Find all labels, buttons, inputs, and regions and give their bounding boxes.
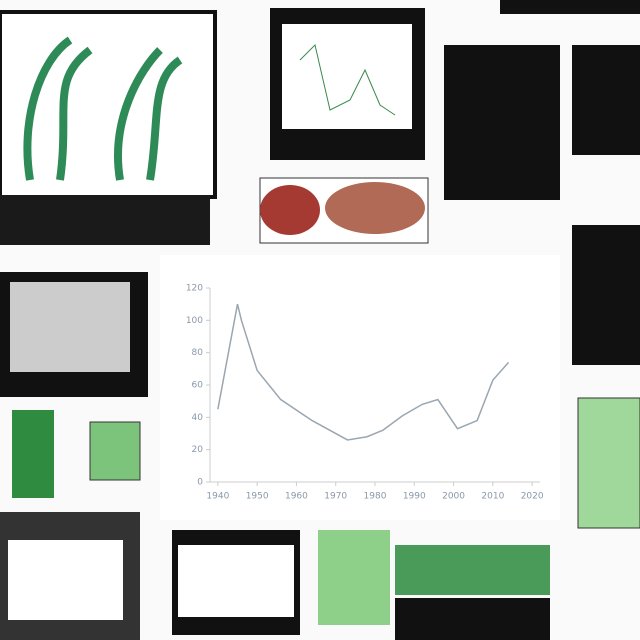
x-tick-label: 1990 <box>403 492 426 502</box>
dark-pattern <box>395 598 550 640</box>
dark-panel-2 <box>572 45 640 155</box>
green-card <box>89 421 141 481</box>
x-tick-label: 2020 <box>521 492 544 502</box>
y-tick-label: 60 <box>192 381 204 391</box>
green-leaf <box>12 410 54 498</box>
y-tick-label: 40 <box>192 413 204 423</box>
scan-image <box>10 282 130 372</box>
mini-line <box>299 44 396 116</box>
bottom-chart <box>8 540 123 620</box>
dark-panel <box>444 45 560 200</box>
x-tick-label: 1950 <box>246 492 269 502</box>
chart-panel <box>160 255 560 520</box>
green-pattern <box>395 545 550 595</box>
y-tick-label: 100 <box>186 316 203 326</box>
top-strip <box>500 0 640 14</box>
x-tick-label: 1980 <box>364 492 387 502</box>
x-tick-label: 1970 <box>324 492 347 502</box>
y-tick-label: 20 <box>192 445 204 455</box>
right-dark <box>572 225 640 365</box>
y-tick-label: 120 <box>186 284 203 294</box>
line-chart: 0 20 40 60 80 100 120 1940 1950 1960 1970 1980 1990 2… <box>186 284 544 502</box>
x-tick-label: 2010 <box>481 492 504 502</box>
right-green <box>577 397 640 529</box>
sprout-image <box>178 545 294 617</box>
y-tick-label: 0 <box>197 478 203 488</box>
rock-1 <box>260 185 320 235</box>
x-tick-label: 2000 <box>442 492 465 502</box>
plant-stems <box>23 36 183 181</box>
x-tick-label: 1960 <box>285 492 308 502</box>
brick-strip <box>0 195 210 245</box>
y-tick-label: 80 <box>192 348 204 358</box>
green-table <box>318 530 390 625</box>
data-line <box>217 303 510 441</box>
x-tick-label: 1940 <box>206 492 229 502</box>
rock-2 <box>325 182 425 234</box>
